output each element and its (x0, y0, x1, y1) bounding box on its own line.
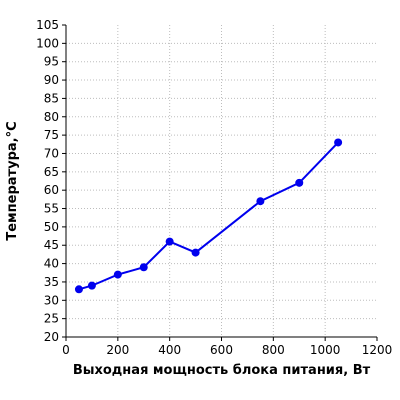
data-point (87, 281, 96, 290)
y-tick-label: 20 (44, 330, 59, 344)
data-point (334, 138, 343, 147)
y-tick-label: 80 (44, 110, 59, 124)
y-tick-label: 40 (44, 257, 59, 271)
data-point (295, 178, 304, 187)
data-point (191, 248, 200, 257)
series (74, 138, 343, 294)
y-tick-label: 50 (44, 220, 59, 234)
y-tick-label: 75 (44, 128, 59, 142)
data-point (139, 263, 148, 272)
grid (66, 25, 377, 337)
y-tick-label: 65 (44, 165, 59, 179)
data-point (165, 237, 174, 246)
x-axis-title: Выходная мощность блока питания, Вт (73, 363, 371, 378)
x-tick-label: 1000 (310, 343, 341, 357)
x-tick-label: 0 (62, 343, 70, 357)
x-tick-label: 800 (262, 343, 285, 357)
y-tick-label: 105 (36, 18, 59, 32)
series-line (78, 141, 339, 291)
y-tick-label: 55 (44, 202, 59, 216)
x-tick-label: 600 (210, 343, 233, 357)
y-axis-title: Температура,°С (5, 121, 20, 240)
y-tick-label: 30 (44, 293, 59, 307)
data-point (113, 270, 122, 279)
y-tick-label: 95 (44, 55, 59, 69)
x-tick-label: 400 (158, 343, 181, 357)
y-tick-label: 90 (44, 73, 59, 87)
y-tick-label: 25 (44, 312, 59, 326)
x-tick-label: 1200 (362, 343, 393, 357)
data-point (74, 285, 83, 294)
axes: 0 200 400 600 800 1000 1200 20 25 30 35 40 45 50 55 60 6… (36, 18, 392, 357)
data-point (256, 197, 265, 206)
y-tick-label: 100 (36, 36, 59, 50)
y-tick-label: 45 (44, 238, 59, 252)
y-tick-label: 60 (44, 183, 59, 197)
y-tick-label: 35 (44, 275, 59, 289)
y-tick-label: 85 (44, 91, 59, 105)
y-tick-label: 70 (44, 146, 59, 160)
x-tick-label: 200 (106, 343, 129, 357)
